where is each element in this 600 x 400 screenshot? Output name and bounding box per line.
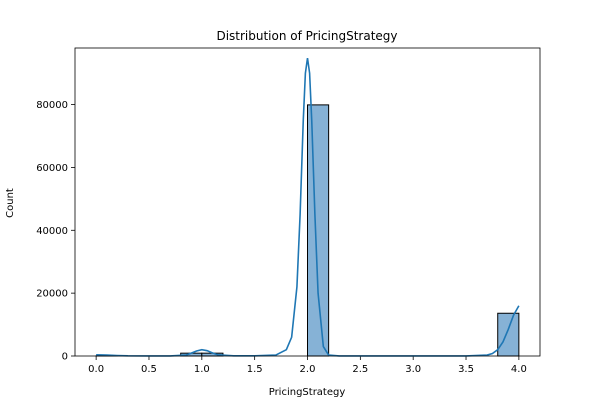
kde-curve <box>96 57 520 357</box>
y-tick-label: 20000 <box>36 289 68 300</box>
plot-frame <box>74 47 541 357</box>
histogram-bar <box>307 104 330 357</box>
y-tick-label: 0 <box>62 352 68 363</box>
x-tick-label: 3.5 <box>458 364 474 375</box>
histogram-bar <box>497 312 520 357</box>
y-tick-label: 60000 <box>36 163 68 174</box>
x-tick-label: 1.5 <box>247 364 263 375</box>
y-axis: 0 20000 40000 60000 80000 <box>36 100 75 363</box>
x-tick-label: 4.0 <box>511 364 527 375</box>
x-tick-label: 3.0 <box>405 364 421 375</box>
x-tick-label: 0.0 <box>88 364 104 375</box>
x-tick-label: 1.0 <box>194 364 210 375</box>
x-tick-label: 2.5 <box>352 364 368 375</box>
y-tick-label: 40000 <box>36 226 68 237</box>
x-axis: 0.0 0.5 1.0 1.5 2.0 2.5 3.0 3.5 4.0 <box>88 356 527 375</box>
chart-title: Distribution of PricingStrategy <box>216 29 397 43</box>
histogram-bars <box>95 104 520 357</box>
x-axis-label: PricingStrategy <box>269 387 346 398</box>
x-tick-label: 0.5 <box>141 364 157 375</box>
y-axis-label: Count <box>5 188 16 218</box>
x-tick-label: 2.0 <box>300 364 316 375</box>
y-tick-label: 80000 <box>36 100 68 111</box>
